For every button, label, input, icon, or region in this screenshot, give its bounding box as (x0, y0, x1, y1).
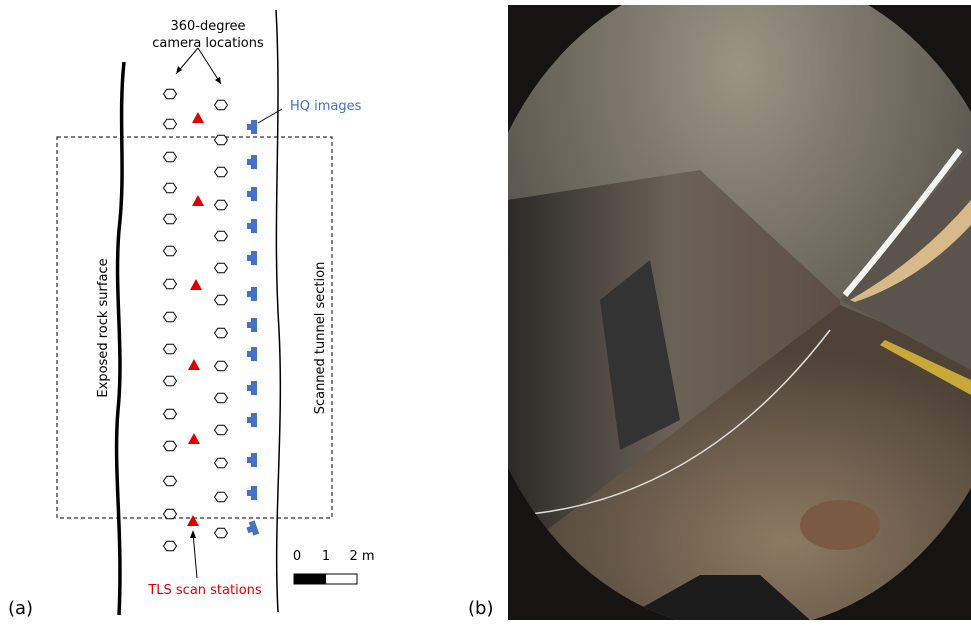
hq-camera (247, 318, 257, 332)
camera-location (164, 541, 177, 551)
hq-camera (247, 187, 257, 201)
hq-camera-lens (247, 159, 252, 165)
camera-location (215, 425, 228, 435)
hq-camera-lens (247, 191, 252, 197)
camera-label: 360-degree (170, 19, 245, 34)
camera-location (164, 509, 177, 519)
camera-location (215, 328, 228, 338)
rock-label: Exposed rock surface (96, 258, 111, 397)
camera-location (215, 361, 228, 371)
camera-location (164, 183, 177, 193)
camera-location (215, 458, 228, 468)
tls-station (192, 112, 204, 123)
hq-camera-lens (247, 490, 252, 496)
camera-location (215, 295, 228, 305)
camera-location (164, 279, 177, 289)
tls-station (188, 433, 200, 444)
hq-camera-lens (247, 457, 252, 463)
camera-location (215, 100, 228, 110)
hq-camera (247, 120, 257, 134)
hq-camera (247, 453, 257, 467)
camera-location (164, 152, 177, 162)
hq-camera-lens (247, 124, 252, 130)
tunnel-label: Scanned tunnel section (313, 262, 328, 415)
hq-camera-lens (247, 417, 252, 423)
hq-camera (247, 413, 257, 427)
scale-label: 0 (293, 549, 301, 564)
tls-station (192, 195, 204, 206)
camera-location (215, 393, 228, 403)
hq-camera (247, 251, 257, 265)
hq-camera (247, 381, 257, 395)
camera-location (164, 312, 177, 322)
rock-wall (117, 62, 124, 615)
camera-location (164, 441, 177, 451)
camera-location (215, 528, 228, 538)
figure: 360-degree camera locations HQ images Ex… (0, 0, 971, 625)
arrow (193, 533, 197, 578)
hq-camera-lens (247, 255, 252, 261)
camera-locations (164, 89, 228, 551)
arrowhead (215, 77, 221, 84)
tls-stations (187, 112, 204, 526)
hq-camera (247, 155, 257, 169)
photo (508, 5, 971, 620)
camera-location (215, 492, 228, 502)
hq-camera (245, 520, 259, 537)
hq-camera-lens (247, 322, 252, 328)
hq-camera-lens (247, 385, 252, 391)
camera-location (215, 135, 228, 145)
panel-label: (b) (468, 598, 493, 619)
camera-location (215, 200, 228, 210)
panel-label: (a) (8, 598, 33, 619)
tls-label: TLS scan stations (147, 583, 262, 598)
camera-location (164, 344, 177, 354)
hq-camera (247, 287, 257, 301)
camera-location (164, 376, 177, 386)
camera-location (215, 167, 228, 177)
tunnel-wall (276, 10, 280, 612)
camera-location (164, 409, 177, 419)
scale-label: 1 (322, 549, 330, 564)
panel-b: (b) (468, 5, 971, 620)
hq-label: HQ images (290, 99, 362, 114)
scale-label: 2 m (349, 549, 374, 564)
camera-location (215, 263, 228, 273)
tls-station (187, 515, 199, 526)
camera-location (164, 246, 177, 256)
hq-camera (247, 219, 257, 233)
camera-location (215, 231, 228, 241)
panel-a: 360-degree camera locations HQ images Ex… (8, 10, 375, 619)
camera-location (164, 476, 177, 486)
hq-camera-lens (247, 223, 252, 229)
camera-location (164, 214, 177, 224)
tls-station (188, 359, 200, 370)
hq-cameras (245, 120, 259, 537)
hq-camera (247, 347, 257, 361)
camera-location (164, 119, 177, 129)
hq-camera-lens (247, 291, 252, 297)
hq-camera (247, 486, 257, 500)
camera-location (164, 89, 177, 99)
camera-label: camera locations (152, 36, 264, 51)
arrowhead (190, 530, 196, 538)
tls-station (190, 279, 202, 290)
scale-bar-fill (294, 574, 326, 584)
hq-camera-lens (247, 351, 252, 357)
